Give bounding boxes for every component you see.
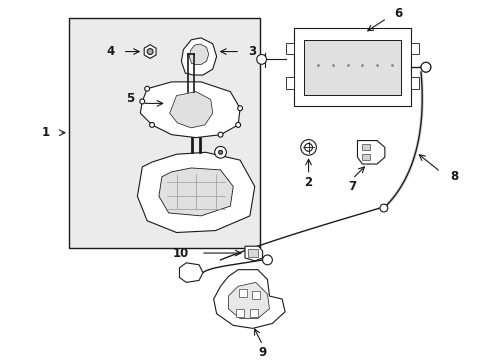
Circle shape xyxy=(300,140,316,155)
Bar xyxy=(303,40,401,95)
Circle shape xyxy=(147,49,153,54)
Text: 7: 7 xyxy=(348,180,356,193)
Polygon shape xyxy=(357,140,384,164)
Bar xyxy=(249,309,257,316)
Bar xyxy=(293,28,410,106)
Circle shape xyxy=(262,255,272,265)
Text: 6: 6 xyxy=(394,7,402,20)
Circle shape xyxy=(214,147,226,158)
Circle shape xyxy=(140,99,144,104)
Bar xyxy=(236,309,244,316)
Circle shape xyxy=(256,54,266,64)
Text: 9: 9 xyxy=(258,346,266,359)
Circle shape xyxy=(304,144,312,151)
Text: 4: 4 xyxy=(106,45,115,58)
Text: 1: 1 xyxy=(41,126,49,139)
Polygon shape xyxy=(144,45,156,58)
Bar xyxy=(251,291,259,299)
Bar xyxy=(410,77,418,89)
Circle shape xyxy=(235,122,240,127)
Circle shape xyxy=(144,86,149,91)
Circle shape xyxy=(149,122,154,127)
Text: 8: 8 xyxy=(449,170,458,183)
Polygon shape xyxy=(244,246,262,261)
Bar xyxy=(362,154,369,160)
Circle shape xyxy=(420,62,430,72)
Polygon shape xyxy=(179,263,203,282)
Bar xyxy=(247,249,257,257)
Text: 2: 2 xyxy=(304,176,312,189)
Polygon shape xyxy=(159,168,233,216)
Polygon shape xyxy=(228,282,269,319)
Circle shape xyxy=(237,106,242,111)
Text: 3: 3 xyxy=(247,45,256,58)
Bar xyxy=(362,144,369,150)
Polygon shape xyxy=(213,270,285,328)
Bar xyxy=(285,77,293,89)
Text: 5: 5 xyxy=(126,92,134,105)
Polygon shape xyxy=(181,38,216,75)
Circle shape xyxy=(218,150,222,154)
Circle shape xyxy=(218,132,223,137)
Bar xyxy=(285,43,293,54)
Polygon shape xyxy=(137,152,254,233)
Circle shape xyxy=(420,62,430,72)
Circle shape xyxy=(379,204,387,212)
Polygon shape xyxy=(189,44,208,64)
Bar xyxy=(69,18,259,248)
Bar xyxy=(239,289,246,297)
Polygon shape xyxy=(169,92,212,128)
Polygon shape xyxy=(140,82,240,138)
Bar xyxy=(410,43,418,54)
Text: 10: 10 xyxy=(173,247,189,260)
